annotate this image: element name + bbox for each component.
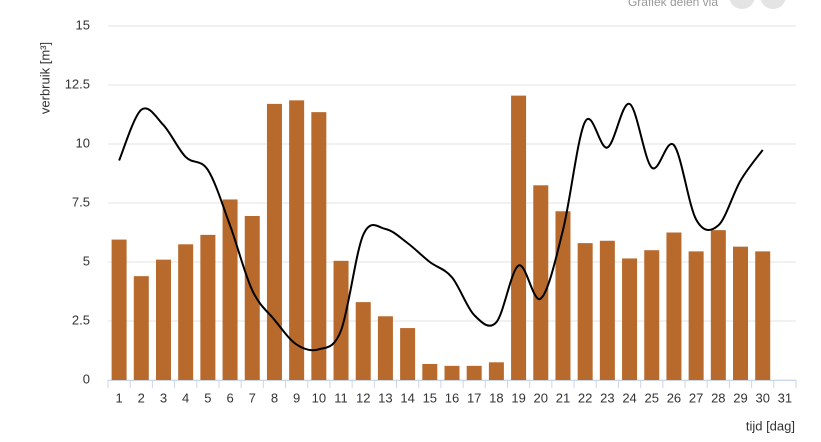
x-tick-label: 29 [733, 390, 747, 405]
bar [311, 112, 327, 380]
x-tick-label: 18 [489, 390, 503, 405]
bar [244, 215, 260, 380]
bar [333, 260, 349, 380]
bar [155, 259, 171, 380]
x-tick-label: 25 [645, 390, 659, 405]
bar [533, 185, 549, 380]
bar [733, 246, 749, 380]
bar [400, 328, 416, 380]
bar [266, 103, 282, 380]
bar [289, 100, 305, 380]
x-tick-label: 14 [400, 390, 414, 405]
bar [200, 234, 216, 380]
x-tick-label: 17 [467, 390, 481, 405]
y-tick-label: 5 [83, 253, 90, 268]
y-tick-label: 2.5 [72, 312, 90, 327]
x-tick-label: 1 [115, 390, 122, 405]
y-tick-label: 0 [83, 371, 90, 386]
bar [222, 199, 238, 380]
bar [755, 251, 771, 380]
x-tick-label: 26 [667, 390, 681, 405]
bar [644, 250, 660, 380]
bar [111, 239, 127, 380]
bar [622, 258, 638, 380]
x-tick-label: 23 [600, 390, 614, 405]
bar [488, 362, 504, 380]
x-tick-label: 2 [138, 390, 145, 405]
bar [355, 302, 371, 380]
bar [710, 230, 726, 380]
x-tick-label: 13 [378, 390, 392, 405]
x-tick-label: 19 [511, 390, 525, 405]
x-tick-label: 11 [334, 390, 348, 405]
bar [377, 316, 393, 380]
x-tick-label: 9 [293, 390, 300, 405]
x-tick-label: 3 [160, 390, 167, 405]
x-tick-label: 16 [445, 390, 459, 405]
bar [422, 363, 438, 380]
share-text: Grafiek delen via [628, 0, 718, 9]
line [118, 102, 764, 352]
share-icon[interactable] [729, 0, 755, 9]
share-icon[interactable] [760, 0, 786, 9]
bar [666, 232, 682, 380]
x-tick-label: 27 [689, 390, 703, 405]
bar [555, 211, 571, 380]
bar [133, 276, 149, 380]
x-tick-label: 24 [622, 390, 636, 405]
y-axis-label: verbruik [m³] [37, 42, 52, 114]
x-tick-label: 4 [182, 390, 189, 405]
x-tick-label: 15 [423, 390, 437, 405]
y-tick-label: 7.5 [72, 194, 90, 209]
x-tick-label: 31 [778, 390, 792, 405]
x-tick-label: 30 [755, 390, 769, 405]
x-tick-label: 5 [204, 390, 211, 405]
x-tick-label: 6 [226, 390, 233, 405]
y-tick-label: 10 [76, 135, 90, 150]
bar [511, 95, 527, 381]
x-axis-label: tijd [dag] [746, 418, 795, 433]
x-tick-label: 8 [271, 390, 278, 405]
y-tick-label: 15 [76, 17, 90, 32]
x-tick-label: 28 [711, 390, 725, 405]
x-tick-label: 7 [249, 390, 256, 405]
bar [577, 243, 593, 380]
bar [599, 240, 615, 380]
bar [466, 365, 482, 380]
x-tick-label: 20 [534, 390, 548, 405]
bar [178, 244, 194, 380]
x-tick-label: 10 [312, 390, 326, 405]
bar [444, 365, 460, 380]
bar [688, 251, 704, 380]
y-tick-label: 12.5 [65, 76, 90, 91]
x-tick-label: 12 [356, 390, 370, 405]
x-tick-label: 22 [578, 390, 592, 405]
x-tick-label: 21 [556, 390, 570, 405]
